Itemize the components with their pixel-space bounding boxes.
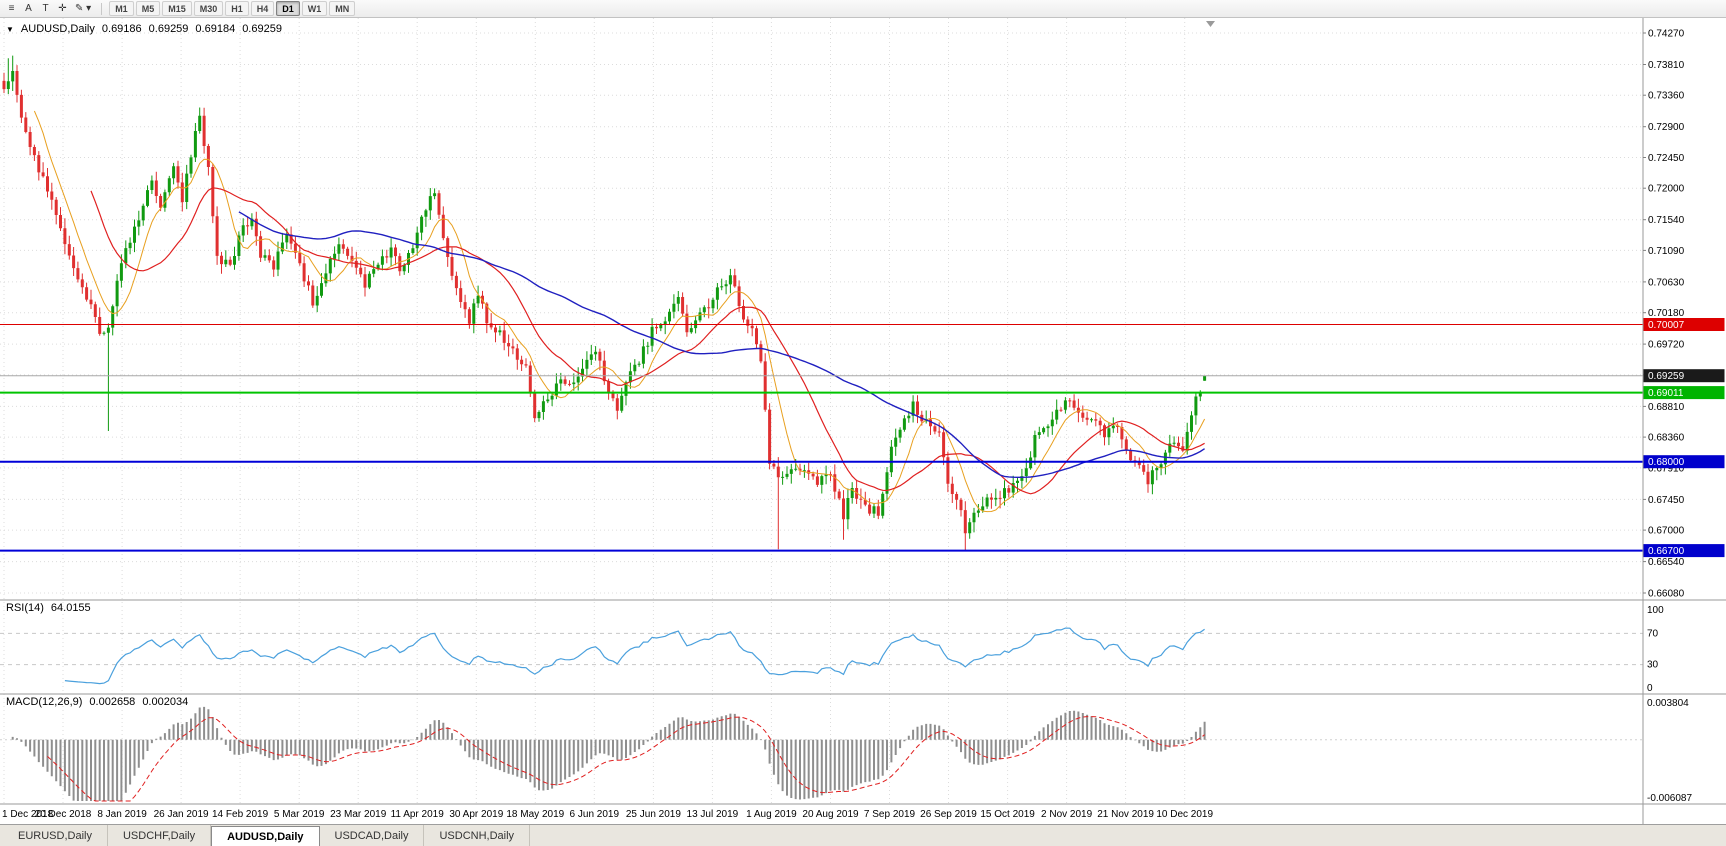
chart-tabs: EURUSD,Daily USDCHF,Daily AUDUSD,Daily USDC… (0, 824, 1726, 846)
bull-candle-wicks (7, 55, 1206, 539)
timeframe-m5[interactable]: M5 (135, 1, 161, 16)
date-axis-label: 21 Nov 2019 (1097, 809, 1154, 820)
charts-menu-icon[interactable]: ≡ (3, 1, 20, 16)
tab-usdchf-daily[interactable]: USDCHF,Daily (108, 825, 212, 846)
date-axis-label: 14 Feb 2019 (212, 809, 269, 820)
toolbar-separator (101, 2, 103, 15)
date-axis-label: 30 Apr 2019 (449, 809, 503, 820)
price-tick-label: 0.67450 (1648, 495, 1685, 506)
rsi-scale-label: 0 (1647, 683, 1653, 694)
date-axis-label: 20 Aug 2019 (802, 809, 859, 820)
tool-icons-group: ≡ A T ✛ ✎ ▾ (3, 1, 95, 16)
current-price-box-label: 0.69259 (1648, 371, 1685, 382)
date-axis-label: 26 Sep 2019 (920, 809, 977, 820)
date-axis-label: 25 Jun 2019 (626, 809, 681, 820)
support-blue-price-box[interactable] (1643, 455, 1725, 469)
price-tick-label: 0.72450 (1648, 153, 1685, 164)
price-tick-label: 0.70180 (1648, 308, 1685, 319)
macd-scale-min: -0.006087 (1647, 793, 1692, 804)
date-axis-label: 8 Jan 2019 (97, 809, 147, 820)
date-axis-label: 11 Apr 2019 (391, 809, 445, 820)
rsi-scale-label: 100 (1647, 605, 1664, 616)
price-tick-label: 0.68360 (1648, 433, 1685, 444)
tab-usdcnh-daily[interactable]: USDCNH,Daily (424, 825, 531, 846)
price-tick-label: 0.67910 (1648, 463, 1685, 474)
support-blue2-price-box[interactable] (1643, 544, 1725, 558)
price-tick-label: 0.70630 (1648, 277, 1685, 288)
rsi-scale-label: 70 (1647, 628, 1659, 639)
chart-area: 100 70 30 0 0.003804 -0.006087 0.74270 0.73810 0… (0, 18, 1726, 824)
text-tool-icon[interactable]: T (37, 1, 54, 16)
toolbar: ≡ A T ✛ ✎ ▾ M1 M5 M15 M30 H1 H4 D1 W1 MN (0, 0, 1726, 18)
rsi-line (64, 627, 1205, 685)
chart-shift-marker[interactable] (1206, 21, 1215, 27)
bear-candle-bodies (2, 71, 1185, 534)
timeframe-m1[interactable]: M1 (109, 1, 134, 16)
date-axis-label: 5 Mar 2019 (274, 809, 325, 820)
crosshair-icon[interactable]: ✛ (54, 1, 71, 16)
price-tick-label: 0.71540 (1648, 215, 1685, 226)
support-green-price-box-label: 0.69011 (1648, 388, 1684, 399)
draw-tools-icon[interactable]: ✎ ▾ (71, 1, 95, 16)
price-tick-label: 0.74270 (1648, 29, 1685, 40)
price-tick-label: 0.69720 (1648, 340, 1685, 351)
timeframe-d1[interactable]: D1 (276, 1, 300, 16)
moving-average-8 (33, 110, 1206, 513)
date-axis-label: 23 Mar 2019 (330, 809, 387, 820)
date-axis-label: 2 Nov 2019 (1041, 809, 1093, 820)
date-axis-label: 7 Sep 2019 (864, 809, 916, 820)
date-axis-label: 20 Dec 2018 (35, 809, 92, 820)
price-tick-label: 0.68810 (1648, 402, 1685, 413)
date-axis-label: 1 Dec 2018 (2, 809, 54, 820)
price-tick-label: 0.66080 (1648, 589, 1685, 600)
moving-average-55 (238, 211, 1205, 478)
date-axis-label: 13 Jul 2019 (687, 809, 739, 820)
timeframe-h1[interactable]: H1 (225, 1, 249, 16)
support-blue2-price-box-label: 0.66700 (1648, 546, 1685, 557)
price-tick-label: 0.66540 (1648, 557, 1685, 568)
date-axis-label: 6 Jun 2019 (570, 809, 620, 820)
moving-average-21 (90, 187, 1205, 495)
bear-candle-wicks (3, 65, 1184, 551)
macd-histogram (11, 706, 1206, 801)
resistance-price-box-label: 0.70007 (1648, 320, 1685, 331)
timeframe-buttons: M1 M5 M15 M30 H1 H4 D1 W1 MN (108, 1, 356, 16)
macd-scale-max: 0.003804 (1647, 698, 1689, 709)
resistance-price-box[interactable] (1643, 318, 1725, 331)
tab-usdcad-daily[interactable]: USDCAD,Daily (320, 825, 425, 846)
price-tick-label: 0.71090 (1648, 246, 1685, 257)
support-blue-price-box-label: 0.68000 (1648, 457, 1685, 468)
date-axis-label: 15 Oct 2019 (980, 809, 1035, 820)
tab-audusd-daily[interactable]: AUDUSD,Daily (211, 826, 320, 846)
date-axis-label: 10 Dec 2019 (1156, 809, 1213, 820)
timeframe-m15[interactable]: M15 (162, 1, 192, 16)
timeframe-mn[interactable]: MN (329, 1, 356, 16)
date-axis-label: 26 Jan 2019 (154, 809, 209, 820)
macd-signal-line (47, 716, 1205, 802)
current-price-box[interactable] (1643, 369, 1725, 383)
cursor-tool-icon[interactable]: A (20, 1, 37, 16)
tab-eurusd-daily[interactable]: EURUSD,Daily (3, 825, 108, 846)
chart-canvas[interactable]: 100 70 30 0 0.003804 -0.006087 0.74270 0.73810 0… (0, 18, 1726, 824)
rsi-scale-label: 30 (1647, 660, 1659, 671)
date-axis-label: 1 Aug 2019 (746, 809, 797, 820)
timeframe-h4[interactable]: H4 (250, 1, 275, 16)
price-tick-label: 0.72000 (1648, 184, 1685, 195)
timeframe-w1[interactable]: W1 (301, 1, 328, 16)
price-tick-label: 0.72900 (1648, 122, 1685, 133)
price-tick-label: 0.73360 (1648, 91, 1685, 102)
timeframe-m30[interactable]: M30 (193, 1, 224, 16)
price-tick-label: 0.73810 (1648, 60, 1685, 71)
date-axis-label: 18 May 2019 (506, 809, 564, 820)
price-tick-label: 0.67000 (1648, 526, 1685, 537)
support-green-price-box[interactable] (1643, 386, 1725, 400)
